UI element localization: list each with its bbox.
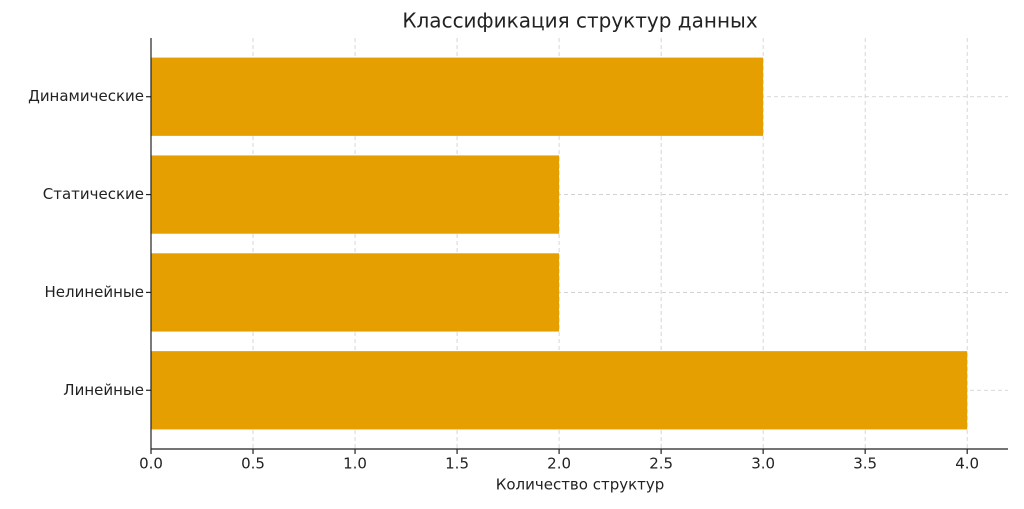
bar: [151, 253, 560, 332]
y-tick-label: Нелинейные: [44, 283, 144, 301]
bar: [151, 155, 560, 234]
x-tick-label: 2.0: [547, 455, 571, 473]
x-axis-label: Количество структур: [496, 476, 665, 494]
x-tick-label: 3.0: [751, 455, 775, 473]
chart-title: Классификация структур данных: [402, 9, 757, 33]
bar: [151, 351, 968, 430]
y-tick-label: Динамические: [28, 87, 144, 105]
x-tick-label: 2.5: [649, 455, 673, 473]
x-tick-label: 0.5: [241, 455, 265, 473]
y-tick-label: Статические: [43, 185, 144, 203]
x-tick-label: 3.5: [853, 455, 877, 473]
x-tick-label: 1.0: [343, 455, 367, 473]
y-tick-label: Линейные: [63, 381, 144, 399]
bar: [151, 57, 764, 136]
x-tick-label: 0.0: [139, 455, 163, 473]
x-tick-label: 4.0: [955, 455, 979, 473]
x-tick-label: 1.5: [445, 455, 469, 473]
